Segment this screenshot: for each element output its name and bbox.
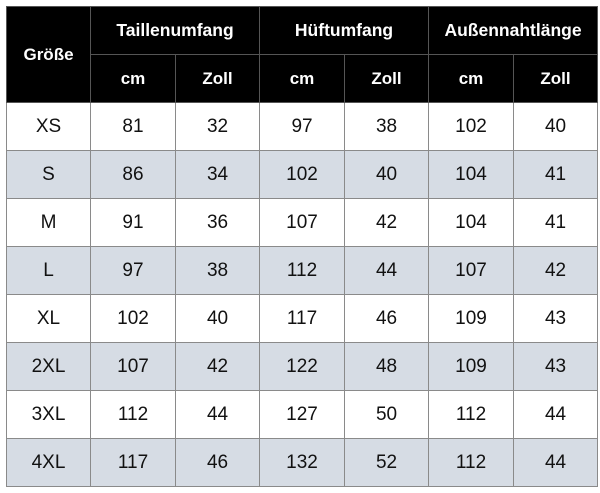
value-cell: 122 (259, 342, 346, 391)
value-cell: 109 (428, 294, 515, 343)
table-row: 4XL 117 46 132 52 112 44 (6, 438, 599, 487)
unit-header-waist-cm: cm (90, 54, 176, 103)
value-cell: 97 (259, 102, 346, 151)
value-cell: 102 (90, 294, 176, 343)
size-cell: XL (6, 294, 91, 343)
value-cell: 109 (428, 342, 515, 391)
value-cell: 50 (344, 390, 430, 439)
table-row: M 91 36 107 42 104 41 (6, 198, 599, 247)
value-cell: 34 (174, 150, 261, 199)
unit-header-hip-inch: Zoll (344, 54, 430, 103)
value-cell: 46 (174, 438, 261, 487)
value-cell: 38 (174, 246, 261, 295)
unit-header-waist-inch: Zoll (174, 54, 261, 103)
size-rows: XS 81 32 97 38 102 40 S 86 34 102 40 104… (6, 102, 599, 487)
value-cell: 32 (174, 102, 261, 151)
value-cell: 117 (90, 438, 176, 487)
group-header-outseam: Außennahtlänge (428, 6, 599, 55)
value-cell: 127 (259, 390, 346, 439)
value-cell: 44 (513, 438, 599, 487)
size-cell: 2XL (6, 342, 91, 391)
value-cell: 102 (259, 150, 346, 199)
value-cell: 104 (428, 150, 515, 199)
value-cell: 40 (513, 102, 599, 151)
table-row: XL 102 40 117 46 109 43 (6, 294, 599, 343)
value-cell: 112 (90, 390, 176, 439)
value-cell: 104 (428, 198, 515, 247)
value-cell: 43 (513, 342, 599, 391)
unit-header-outseam-inch: Zoll (513, 54, 599, 103)
unit-header-outseam-cm: cm (428, 54, 515, 103)
value-cell: 46 (344, 294, 430, 343)
value-cell: 91 (90, 198, 176, 247)
value-cell: 97 (90, 246, 176, 295)
value-cell: 107 (428, 246, 515, 295)
group-header-hip: Hüftumfang (259, 6, 430, 55)
size-cell: 4XL (6, 438, 91, 487)
value-cell: 112 (428, 438, 515, 487)
table-row: S 86 34 102 40 104 41 (6, 150, 599, 199)
value-cell: 48 (344, 342, 430, 391)
size-cell: S (6, 150, 91, 199)
value-cell: 38 (344, 102, 430, 151)
table-row: L 97 38 112 44 107 42 (6, 246, 599, 295)
value-cell: 81 (90, 102, 176, 151)
value-cell: 102 (428, 102, 515, 151)
value-cell: 52 (344, 438, 430, 487)
value-cell: 132 (259, 438, 346, 487)
value-cell: 44 (344, 246, 430, 295)
value-cell: 44 (513, 390, 599, 439)
size-cell: 3XL (6, 390, 91, 439)
value-cell: 41 (513, 150, 599, 199)
value-cell: 43 (513, 294, 599, 343)
size-cell: L (6, 246, 91, 295)
size-cell: XS (6, 102, 91, 151)
value-cell: 86 (90, 150, 176, 199)
table-row: XS 81 32 97 38 102 40 (6, 102, 599, 151)
value-cell: 42 (174, 342, 261, 391)
size-chart-table: Größe Taillenumfang Hüftumfang Außennaht… (6, 6, 599, 487)
header-row-groups: Größe Taillenumfang Hüftumfang Außennaht… (6, 6, 599, 103)
unit-header-hip-cm: cm (259, 54, 346, 103)
value-cell: 40 (344, 150, 430, 199)
header-row-units: cm Zoll cm Zoll cm Zoll (7, 54, 599, 103)
value-cell: 41 (513, 198, 599, 247)
value-cell: 44 (174, 390, 261, 439)
table-row: 3XL 112 44 127 50 112 44 (6, 390, 599, 439)
group-header-waist: Taillenumfang (89, 6, 261, 55)
value-cell: 112 (428, 390, 515, 439)
value-cell: 107 (259, 198, 346, 247)
size-column-header: Größe (6, 6, 91, 103)
value-cell: 107 (90, 342, 176, 391)
value-cell: 117 (259, 294, 346, 343)
value-cell: 40 (174, 294, 261, 343)
table-row: 2XL 107 42 122 48 109 43 (6, 342, 599, 391)
size-cell: M (6, 198, 91, 247)
value-cell: 42 (513, 246, 599, 295)
value-cell: 112 (259, 246, 346, 295)
value-cell: 42 (344, 198, 430, 247)
value-cell: 36 (174, 198, 261, 247)
